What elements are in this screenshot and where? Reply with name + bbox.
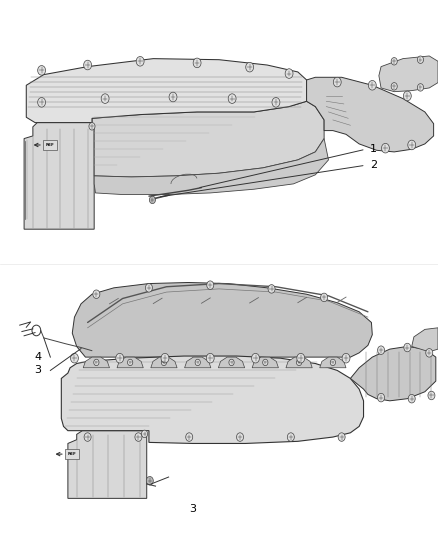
Circle shape: [84, 433, 91, 441]
Circle shape: [229, 359, 234, 366]
Text: 2: 2: [370, 160, 377, 170]
Circle shape: [246, 62, 254, 72]
Polygon shape: [286, 357, 312, 368]
Circle shape: [169, 92, 177, 102]
Circle shape: [149, 196, 155, 204]
Circle shape: [333, 77, 341, 87]
Circle shape: [195, 359, 200, 366]
Circle shape: [161, 359, 166, 366]
Circle shape: [141, 430, 148, 438]
Circle shape: [38, 66, 46, 75]
Circle shape: [93, 290, 100, 298]
Polygon shape: [412, 328, 438, 352]
Circle shape: [101, 94, 109, 103]
Text: 3: 3: [189, 504, 196, 514]
Circle shape: [378, 393, 385, 402]
Polygon shape: [350, 346, 436, 401]
Circle shape: [136, 56, 144, 66]
Circle shape: [146, 477, 153, 485]
Circle shape: [116, 353, 124, 363]
Polygon shape: [184, 357, 211, 368]
Polygon shape: [26, 59, 307, 123]
Polygon shape: [92, 101, 324, 177]
Text: 1: 1: [370, 144, 377, 154]
Circle shape: [89, 123, 95, 130]
Circle shape: [135, 433, 142, 441]
Circle shape: [417, 56, 424, 63]
Circle shape: [161, 353, 169, 363]
Circle shape: [403, 91, 411, 101]
Polygon shape: [83, 357, 110, 368]
Circle shape: [330, 359, 336, 366]
Circle shape: [408, 140, 416, 150]
Circle shape: [287, 433, 294, 441]
Circle shape: [268, 285, 275, 293]
Polygon shape: [94, 139, 328, 195]
Circle shape: [368, 80, 376, 90]
Polygon shape: [252, 357, 279, 368]
Circle shape: [186, 433, 193, 441]
Circle shape: [381, 143, 389, 153]
Circle shape: [408, 394, 415, 403]
Text: REF: REF: [46, 143, 54, 147]
Circle shape: [285, 69, 293, 78]
Circle shape: [263, 359, 268, 366]
Circle shape: [391, 83, 397, 90]
Text: 4: 4: [35, 352, 42, 362]
Circle shape: [417, 84, 424, 91]
Polygon shape: [151, 357, 177, 368]
Circle shape: [193, 58, 201, 68]
Circle shape: [321, 293, 328, 302]
Circle shape: [342, 353, 350, 363]
Circle shape: [127, 359, 133, 366]
Circle shape: [207, 281, 214, 289]
Circle shape: [145, 284, 152, 292]
Text: REF: REF: [67, 452, 76, 456]
Circle shape: [404, 343, 411, 352]
Circle shape: [251, 353, 259, 363]
Polygon shape: [320, 357, 346, 368]
Circle shape: [94, 359, 99, 366]
Circle shape: [38, 98, 46, 107]
Circle shape: [71, 353, 78, 363]
Circle shape: [428, 391, 435, 400]
Circle shape: [338, 433, 345, 441]
Circle shape: [237, 433, 244, 441]
Circle shape: [272, 98, 280, 107]
Polygon shape: [24, 123, 94, 229]
Polygon shape: [379, 56, 438, 92]
Polygon shape: [307, 77, 434, 152]
FancyBboxPatch shape: [43, 140, 57, 150]
Circle shape: [297, 353, 305, 363]
Circle shape: [391, 58, 397, 65]
Polygon shape: [68, 431, 147, 498]
Polygon shape: [61, 356, 364, 443]
Circle shape: [228, 94, 236, 103]
Circle shape: [426, 349, 433, 357]
Polygon shape: [117, 357, 143, 368]
FancyBboxPatch shape: [65, 449, 79, 459]
Polygon shape: [72, 282, 372, 357]
Circle shape: [297, 359, 302, 366]
Circle shape: [378, 346, 385, 354]
Text: 3: 3: [35, 366, 42, 375]
Polygon shape: [219, 357, 245, 368]
Circle shape: [84, 60, 92, 70]
Circle shape: [206, 353, 214, 363]
